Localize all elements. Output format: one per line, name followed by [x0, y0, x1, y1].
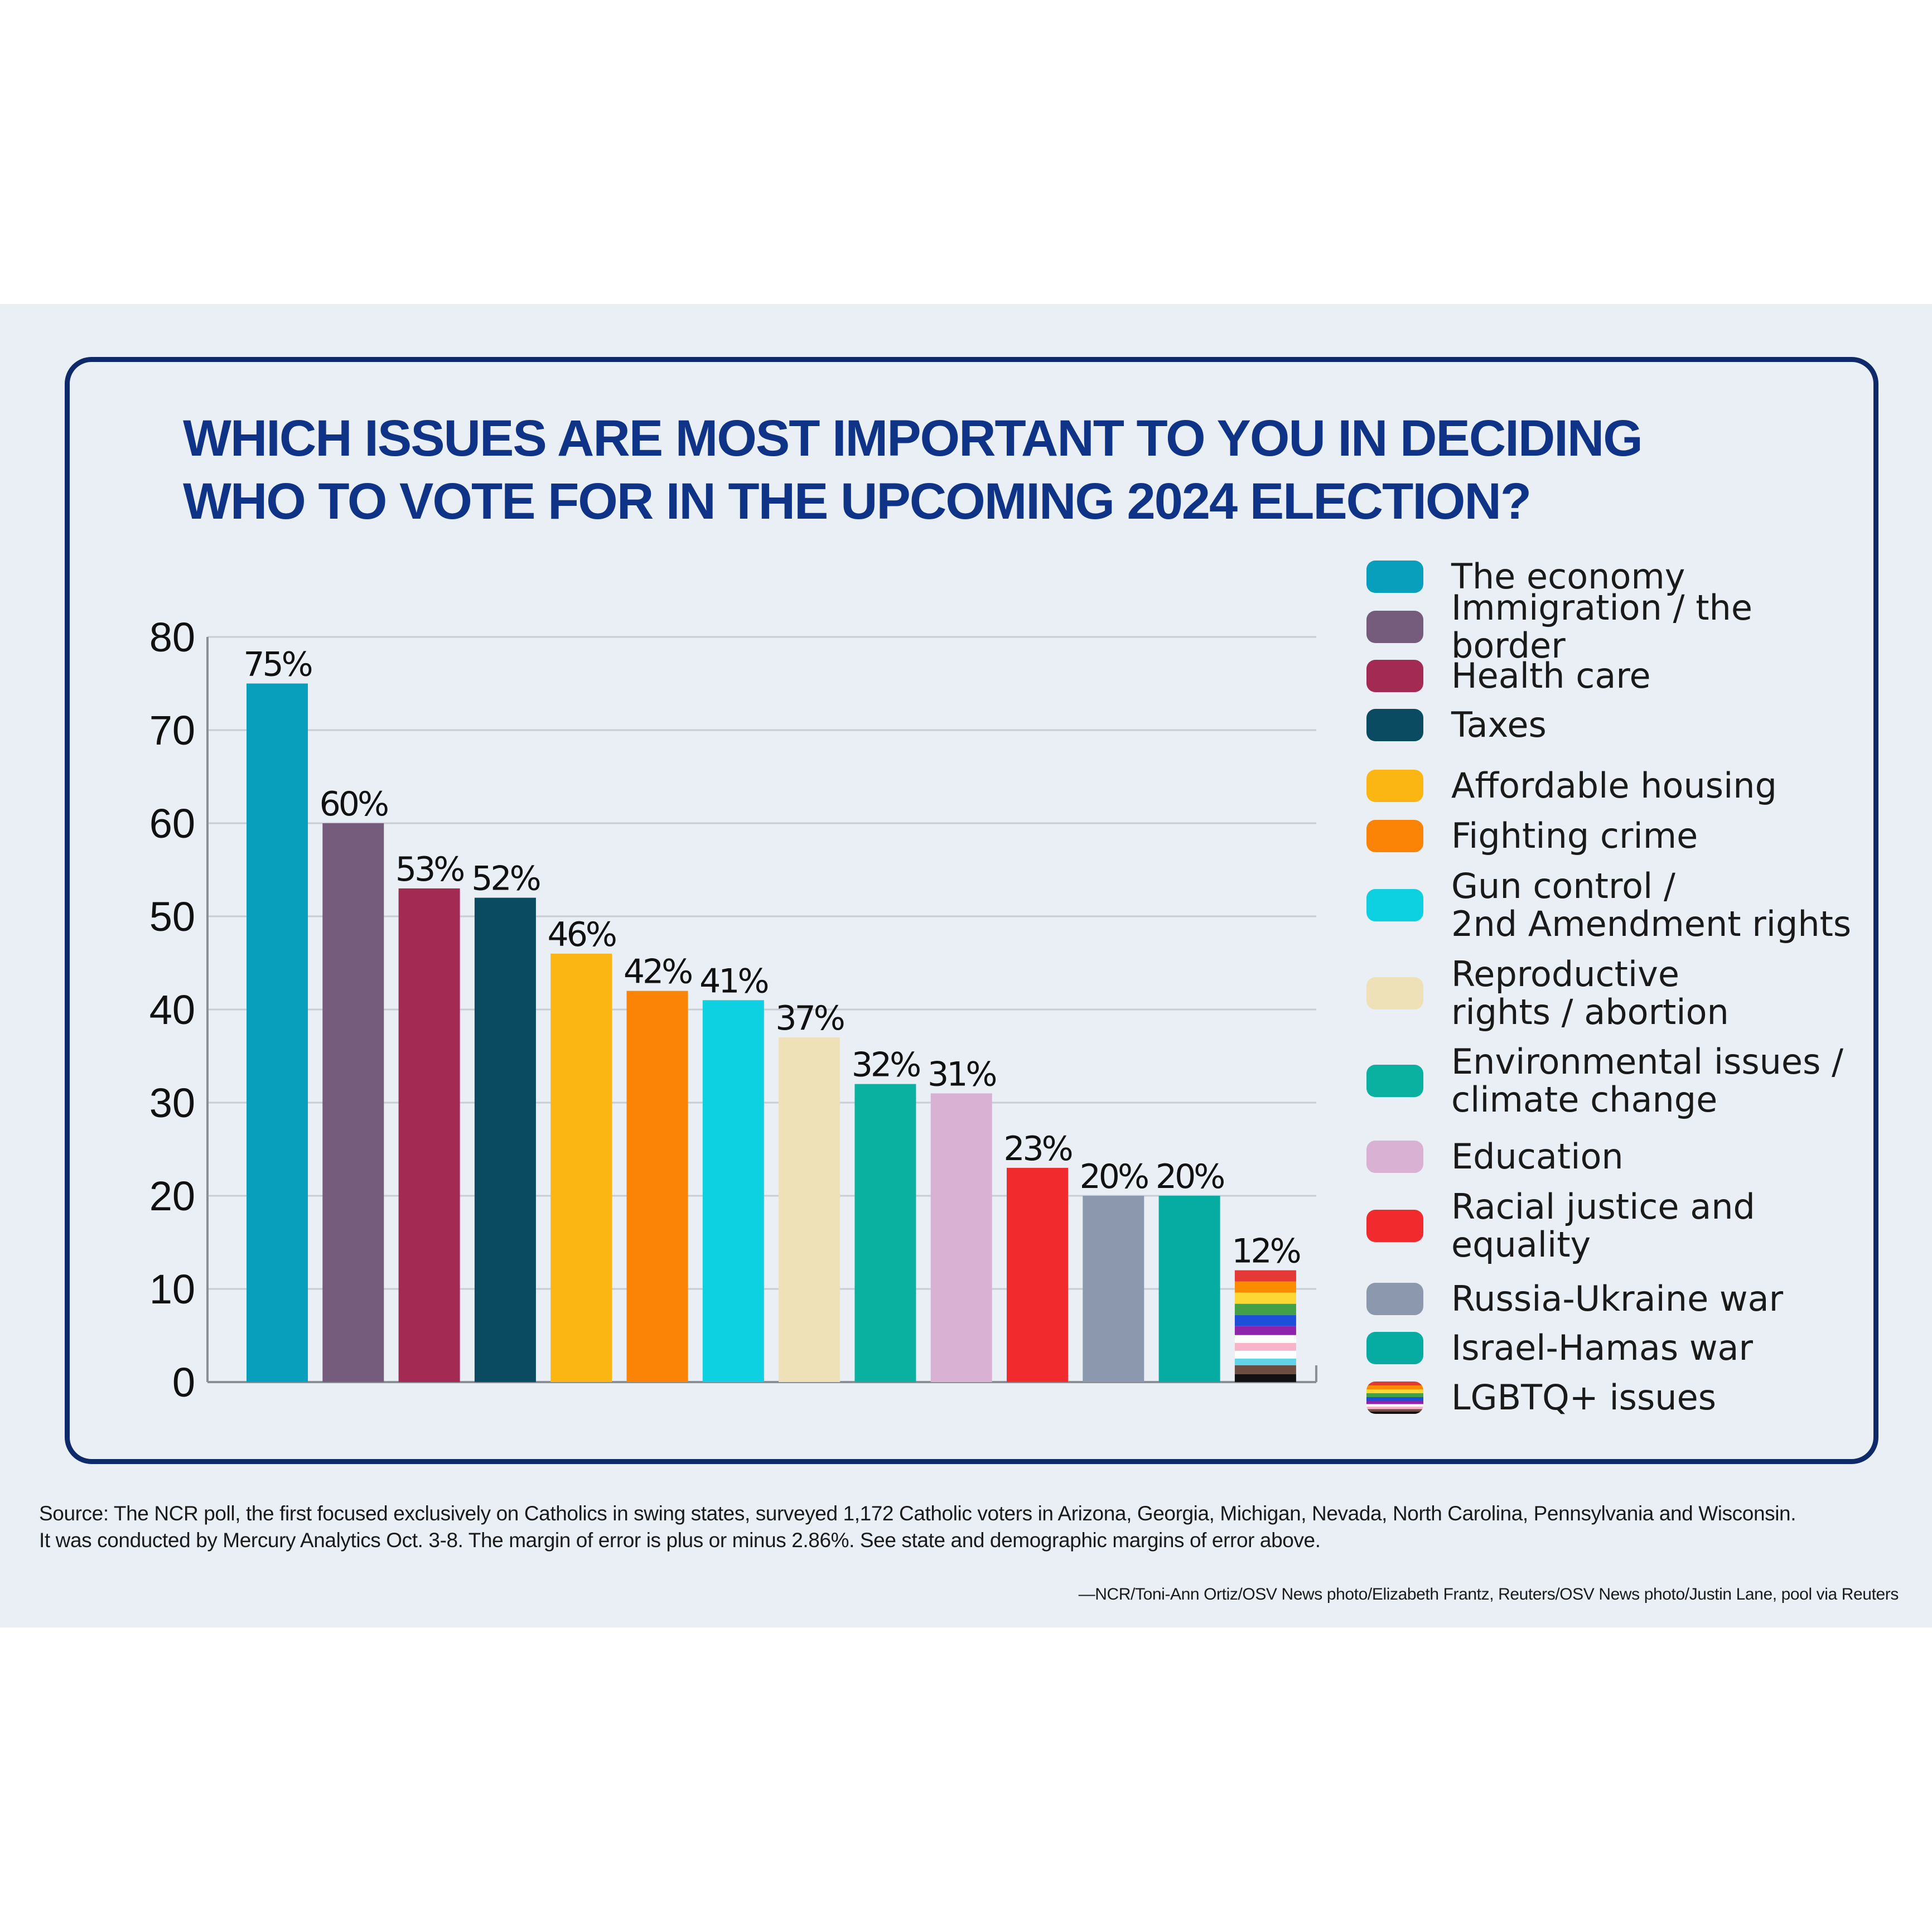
- bar-the-economy: [247, 683, 308, 1382]
- legend-item-the-economy: The economy: [1366, 558, 1685, 596]
- bar-taxes: [474, 897, 536, 1382]
- legend-label: Racial justice and equality: [1451, 1186, 1755, 1265]
- legend-label: The economy: [1451, 556, 1685, 597]
- data-label-gun-control-2nd-amendment-rights: 41%: [699, 962, 767, 1001]
- data-label-russia-ukraine-war: 20%: [1080, 1157, 1148, 1196]
- legend-label: Health care: [1451, 655, 1651, 696]
- y-tick-label-40: 40: [149, 987, 195, 1033]
- legend-item-gun-control-2nd-amendment-rights: Gun control / 2nd Amendment rights: [1366, 867, 1851, 943]
- legend-item-health-care: Health care: [1366, 657, 1651, 695]
- legend-item-israel-hamas-war: Israel-Hamas war: [1366, 1329, 1753, 1367]
- source-line-1: Source: The NCR poll, the first focused …: [39, 1502, 1796, 1525]
- data-labels: 75%60%53% 52%46%42% 41%37%32% 31%23%20% 20%1…: [243, 645, 1302, 1271]
- legend-label: Education: [1451, 1136, 1624, 1177]
- photo-credit: —NCR/Toni-Ann Ortiz/OSV News photo/Eliza…: [1078, 1585, 1899, 1603]
- legend-swatch: [1366, 1382, 1423, 1414]
- source-note: Source: The NCR poll, the first focused …: [39, 1500, 1902, 1554]
- bar-immigration-the-border: [322, 823, 384, 1382]
- bars: [247, 683, 1296, 1382]
- legend-label: Russia-Ukraine war: [1451, 1278, 1784, 1319]
- bar-gun-control-2nd-amendment-rights: [702, 1000, 764, 1382]
- y-tick-label-80: 80: [149, 614, 195, 660]
- data-label-lgbtq-issues: 12%: [1231, 1232, 1300, 1271]
- legend-swatch: [1366, 561, 1423, 593]
- legend-item-reproductive-rights-abortion: Reproductive rights / abortion: [1366, 955, 1729, 1031]
- legend-label: Fighting crime: [1451, 815, 1698, 856]
- data-label-immigration-the-border: 60%: [320, 785, 388, 824]
- bar-fighting-crime: [626, 991, 688, 1382]
- legend-swatch: [1366, 1065, 1423, 1097]
- legend-label: Environmental issues / climate change: [1451, 1041, 1843, 1120]
- data-label-health-care: 53%: [395, 850, 463, 889]
- legend-swatch: [1366, 889, 1423, 921]
- legend-label: LGBTQ+ issues: [1451, 1377, 1717, 1418]
- legend-swatch: [1366, 770, 1423, 802]
- legend-item-immigration-the-border: Immigration / the border: [1366, 589, 1868, 665]
- y-tick-label-30: 30: [149, 1080, 195, 1126]
- y-tick-label-60: 60: [149, 800, 195, 847]
- legend-item-education: Education: [1366, 1138, 1624, 1176]
- bar-health-care: [398, 888, 460, 1382]
- bar-racial-justice-and-equality: [1007, 1167, 1068, 1382]
- chart-title: WHICH ISSUES ARE MOST IMPORTANT TO YOU I…: [183, 407, 1745, 533]
- bar-affordable-housing: [550, 953, 612, 1382]
- source-line-2: It was conducted by Mercury Analytics Oc…: [39, 1529, 1321, 1552]
- legend-label: Affordable housing: [1451, 765, 1777, 806]
- legend-item-racial-justice-and-equality: Racial justice and equality: [1366, 1188, 1755, 1264]
- data-label-reproductive-rights-abortion: 37%: [775, 999, 843, 1038]
- data-label-fighting-crime: 42%: [624, 953, 692, 992]
- data-label-the-economy: 75%: [243, 645, 311, 684]
- legend-item-affordable-housing: Affordable housing: [1366, 767, 1777, 805]
- legend-label: Gun control / 2nd Amendment rights: [1451, 866, 1852, 944]
- bar-reproductive-rights-abortion: [779, 1037, 841, 1382]
- legend-swatch: [1366, 709, 1423, 741]
- data-label-education: 31%: [928, 1055, 996, 1094]
- chart-title-line-2: WHO TO VOTE FOR IN THE UPCOMING 2024 ELE…: [183, 473, 1532, 530]
- y-tick-label-10: 10: [149, 1266, 195, 1312]
- data-label-israel-hamas-war: 20%: [1156, 1157, 1224, 1196]
- legend-item-lgbtq-issues: LGBTQ+ issues: [1366, 1379, 1716, 1417]
- data-label-affordable-housing: 46%: [548, 915, 616, 954]
- y-tick-label-0: 0: [172, 1359, 195, 1405]
- data-label-taxes: 52%: [471, 859, 539, 899]
- legend-swatch: [1366, 1210, 1423, 1242]
- legend-item-fighting-crime: Fighting crime: [1366, 817, 1698, 855]
- bar-israel-hamas-war: [1158, 1196, 1220, 1382]
- legend-swatch: [1366, 1141, 1423, 1173]
- bar-lgbtq-issues: [1234, 1270, 1296, 1382]
- y-tick-label-70: 70: [149, 707, 195, 754]
- y-axis-ticks: 0 10 20 30 40 50 60 70 80: [149, 614, 195, 1405]
- legend-swatch: [1366, 820, 1423, 852]
- legend-label: Reproductive rights / abortion: [1451, 954, 1729, 1032]
- legend-label: Immigration / the border: [1451, 587, 1752, 666]
- legend-item-taxes: Taxes: [1366, 706, 1547, 744]
- legend-swatch: [1366, 611, 1423, 643]
- legend-swatch: [1366, 660, 1423, 692]
- data-label-racial-justice-and-equality: 23%: [1003, 1129, 1071, 1168]
- legend-item-environmental-issues-climate-change: Environmental issues / climate change: [1366, 1043, 1843, 1119]
- bar-russia-ukraine-war: [1083, 1196, 1144, 1382]
- legend-item-russia-ukraine-war: Russia-Ukraine war: [1366, 1280, 1783, 1318]
- legend-swatch: [1366, 1283, 1423, 1315]
- data-label-environmental-issues-climate-change: 32%: [852, 1046, 920, 1085]
- legend-swatch: [1366, 1332, 1423, 1364]
- bar-education: [930, 1093, 992, 1382]
- y-tick-label-50: 50: [149, 893, 195, 940]
- bar-environmental-issues-climate-change: [854, 1084, 916, 1382]
- y-tick-label-20: 20: [149, 1173, 195, 1219]
- legend-label: Taxes: [1451, 704, 1547, 745]
- legend-label: Israel-Hamas war: [1451, 1327, 1754, 1368]
- chart-title-line-1: WHICH ISSUES ARE MOST IMPORTANT TO YOU I…: [183, 410, 1643, 467]
- legend-swatch: [1366, 977, 1423, 1010]
